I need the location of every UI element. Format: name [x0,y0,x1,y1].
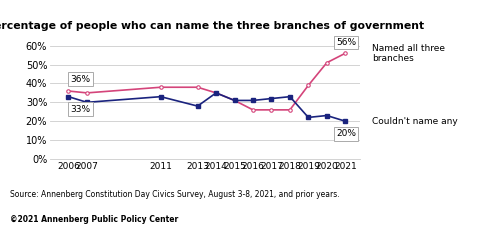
Text: Source: Annenberg Constitution Day Civics Survey, August 3-8, 2021, and prior ye: Source: Annenberg Constitution Day Civic… [10,190,340,200]
Text: 36%: 36% [70,75,90,84]
Text: Named all three
branches: Named all three branches [372,44,446,63]
Title: Percentage of people who can name the three branches of government: Percentage of people who can name the th… [0,21,424,31]
Text: ©2021 Annenberg Public Policy Center: ©2021 Annenberg Public Policy Center [10,215,178,225]
Text: Couldn't name any: Couldn't name any [372,117,458,126]
Text: 56%: 56% [336,38,356,47]
Text: 33%: 33% [70,105,90,114]
Text: 20%: 20% [336,129,356,138]
